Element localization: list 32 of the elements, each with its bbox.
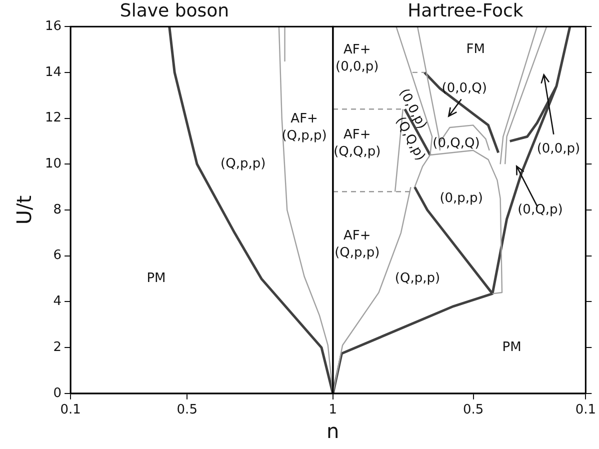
annotation: FM: [466, 42, 485, 57]
annotation: (0,Q,Q): [432, 136, 480, 151]
annotation: PM: [146, 271, 166, 286]
chart-title: Hartree-Fock: [408, 0, 524, 22]
x-tick-label: 0.1: [60, 402, 81, 418]
y-tick-label: 8: [53, 202, 62, 218]
x-tick-label: 0.1: [575, 402, 596, 418]
annotation: AF+ (Q,p,p): [282, 111, 327, 144]
y-tick-label: 16: [44, 18, 62, 34]
annotation: (0,0,Q): [442, 80, 487, 96]
annotation: (0,p,p): [440, 190, 483, 206]
annotation: (Q,p,p): [220, 156, 266, 172]
x-tick-label: 0.5: [176, 402, 198, 418]
annotation: AF+ (Q,p,p): [334, 228, 380, 260]
y-axis-title: U/t: [12, 195, 36, 225]
y-tick-label: 12: [44, 110, 62, 126]
x-axis-title: n: [326, 419, 340, 444]
chart-title: Slave boson: [120, 0, 230, 22]
annotation: (0,0,p): [536, 142, 580, 157]
y-tick-label: 4: [53, 294, 62, 310]
y-tick-label: 6: [53, 248, 62, 264]
y-tick-label: 14: [44, 64, 62, 80]
x-tick-label: 0.5: [463, 402, 484, 418]
annotation: AF+ (Q,Q,p): [334, 127, 381, 160]
y-tick-label: 0: [53, 386, 62, 401]
annotation: (0,Q,p): [518, 202, 563, 218]
annotation: AF+ (0,0,p): [336, 42, 379, 75]
y-tick-label: 10: [44, 156, 62, 172]
annotation: PM: [502, 340, 522, 355]
annotation: (Q,p,p): [394, 271, 440, 286]
y-tick-label: 2: [53, 340, 62, 355]
x-tick-label: 1: [328, 402, 338, 418]
